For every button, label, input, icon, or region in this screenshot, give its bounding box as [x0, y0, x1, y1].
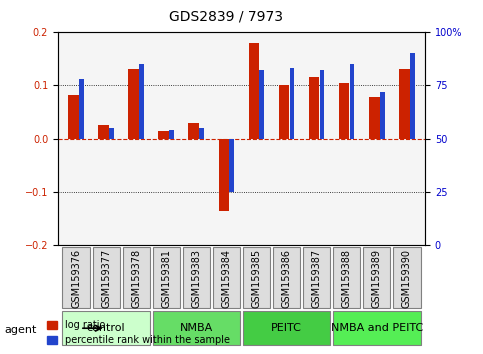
Bar: [219, 139, 229, 211]
Text: GSM159381: GSM159381: [161, 249, 171, 308]
Bar: [98, 125, 109, 139]
Bar: [68, 95, 79, 139]
Bar: [380, 92, 384, 139]
Bar: [169, 130, 174, 139]
Text: GSM159390: GSM159390: [402, 249, 412, 308]
FancyBboxPatch shape: [333, 312, 421, 345]
FancyBboxPatch shape: [62, 312, 150, 345]
Bar: [369, 97, 380, 139]
Text: PEITC: PEITC: [271, 323, 302, 333]
Text: GSM159389: GSM159389: [372, 249, 382, 308]
Bar: [188, 122, 199, 139]
FancyBboxPatch shape: [62, 247, 89, 308]
Text: GSM159376: GSM159376: [71, 249, 81, 308]
Bar: [109, 128, 114, 139]
Bar: [279, 85, 289, 139]
FancyBboxPatch shape: [273, 247, 300, 308]
Text: GSM159387: GSM159387: [312, 249, 322, 308]
Bar: [309, 77, 319, 139]
Bar: [158, 131, 169, 139]
Bar: [259, 70, 264, 139]
Bar: [339, 82, 349, 139]
Text: agent: agent: [5, 325, 37, 335]
FancyBboxPatch shape: [333, 247, 360, 308]
Bar: [79, 79, 84, 139]
Bar: [229, 139, 234, 192]
Legend: log ratio, percentile rank within the sample: log ratio, percentile rank within the sa…: [43, 316, 234, 349]
FancyBboxPatch shape: [394, 247, 421, 308]
FancyBboxPatch shape: [183, 247, 210, 308]
Text: GSM159386: GSM159386: [282, 249, 292, 308]
Bar: [199, 128, 204, 139]
Bar: [289, 68, 294, 139]
FancyBboxPatch shape: [153, 247, 180, 308]
FancyBboxPatch shape: [363, 247, 390, 308]
Bar: [139, 64, 144, 139]
Text: NMBA and PEITC: NMBA and PEITC: [331, 323, 423, 333]
FancyBboxPatch shape: [213, 247, 240, 308]
FancyBboxPatch shape: [93, 247, 120, 308]
Text: NMBA: NMBA: [180, 323, 213, 333]
FancyBboxPatch shape: [153, 312, 240, 345]
FancyBboxPatch shape: [243, 312, 330, 345]
FancyBboxPatch shape: [123, 247, 150, 308]
Text: GSM159384: GSM159384: [222, 249, 231, 308]
Bar: [350, 64, 355, 139]
Bar: [249, 42, 259, 139]
Text: GDS2839 / 7973: GDS2839 / 7973: [169, 9, 283, 23]
Text: GSM159377: GSM159377: [101, 249, 111, 308]
Bar: [399, 69, 410, 139]
Bar: [128, 69, 139, 139]
Text: GSM159378: GSM159378: [131, 249, 141, 308]
Text: GSM159383: GSM159383: [191, 249, 201, 308]
Text: control: control: [87, 323, 126, 333]
FancyBboxPatch shape: [303, 247, 330, 308]
FancyBboxPatch shape: [243, 247, 270, 308]
Text: GSM159388: GSM159388: [342, 249, 352, 308]
Text: GSM159385: GSM159385: [252, 249, 261, 308]
Bar: [320, 70, 325, 139]
Bar: [410, 53, 414, 139]
